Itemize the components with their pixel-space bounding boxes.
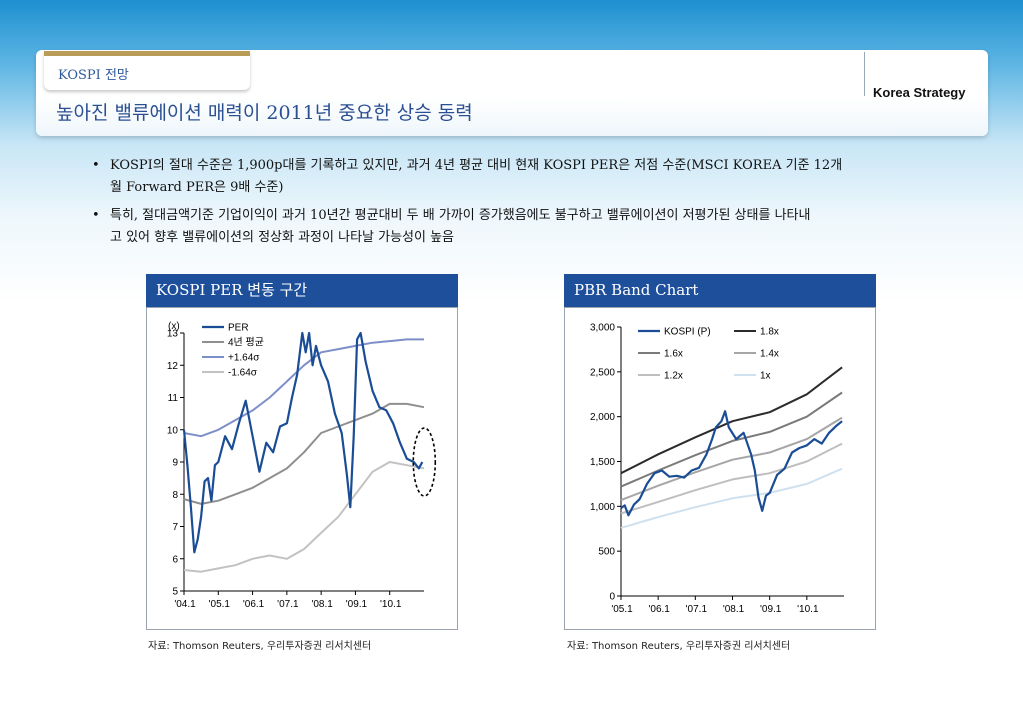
series-line-1-4x: [620, 416, 843, 502]
y-tick-label: 1,000: [590, 502, 615, 513]
legend-label: -1.64σ: [228, 368, 258, 379]
y-tick-label: 2,500: [590, 367, 615, 378]
series-line-1-64: [183, 461, 425, 573]
y-tick-label: 10: [167, 425, 179, 436]
y-tick-label: 7: [172, 522, 178, 533]
y-tick-label: 11: [168, 393, 179, 404]
y-tick-label: 2,000: [590, 412, 615, 423]
y-tick-label: 1,500: [590, 457, 615, 468]
x-tick-label: '06.1: [648, 604, 670, 615]
series-line-kospi-p: [620, 410, 843, 517]
y-tick-label: 0: [609, 592, 615, 603]
y-tick-label: 13: [167, 329, 179, 340]
series-line-1-8x: [620, 366, 843, 475]
x-tick-label: '06.1: [243, 599, 265, 610]
x-tick-label: '10.1: [797, 604, 819, 615]
x-tick-label: '09.1: [760, 604, 782, 615]
legend-label: 1.6x: [664, 349, 683, 360]
chart-frame: [564, 307, 876, 630]
per-chart: 5 6 7 8 9 10 11 12 13 '04.1 '05.1 '06.1 '07.1 '08.1 '0…: [146, 307, 458, 630]
x-tick-label: '09.1: [346, 599, 368, 610]
pbr-chart: 0 500 1,000 1,500 2,000 2,500 3,000 '05.1 '06.1 '…: [564, 307, 876, 630]
series-line-per: [182, 331, 424, 554]
pbr-chart-title: PBR Band Chart: [564, 274, 876, 307]
header-divider: [864, 52, 865, 96]
x-tick-label: '05.1: [611, 604, 633, 615]
legend-label: KOSPI (P): [664, 327, 711, 338]
x-tick-label: '05.1: [209, 599, 231, 610]
y-tick-label: 3,000: [590, 323, 615, 334]
page-title: 높아진 밸류에이션 매력이 2011년 중요한 상승 동력: [56, 102, 473, 124]
y-tick-label: 6: [172, 554, 178, 565]
x-tick-label: '07.1: [277, 599, 299, 610]
y-tick-label: 500: [598, 547, 615, 558]
highlight-ellipse: [412, 427, 437, 497]
chart-frame: [146, 307, 458, 630]
y-tick-label: 9: [172, 458, 178, 469]
bullet-marker: •: [92, 158, 100, 173]
bullet-line: 특히, 절대금액기준 기업이익이 과거 10년간 평균대비 두 배 가까이 증가…: [110, 208, 811, 223]
section-tab-label: KOSPI 전망: [58, 68, 129, 83]
legend-label: 1x: [760, 371, 771, 382]
bullet-line: 월 Forward PER은 9배 수준): [110, 180, 284, 195]
legend-label: 4년 평균: [228, 337, 264, 349]
pbr-chart-source: 자료: Thomson Reuters, 우리투자증권 리서치센터: [567, 641, 791, 652]
legend-label: +1.64σ: [228, 353, 260, 364]
series-line-1-6x: [620, 391, 843, 488]
series-line-1-2x: [620, 442, 843, 515]
y-axis-label: (x): [168, 321, 180, 332]
section-tab: [44, 51, 250, 90]
y-tick-label: 12: [167, 361, 179, 372]
brand-label: Korea Strategy: [873, 85, 966, 100]
y-tick-label: 8: [172, 490, 178, 501]
bullet-list: • KOSPI의 절대 수준은 1,900p대를 기록하고 있지만, 과거 4년…: [90, 155, 950, 255]
bullet-line: 고 있어 향후 밸류에이션의 정상화 과정이 나타날 가능성이 높음: [110, 230, 455, 245]
x-tick-label: '07.1: [686, 604, 708, 615]
x-tick-label: '08.1: [723, 604, 745, 615]
legend-label: 1.4x: [760, 349, 779, 360]
legend-label: PER: [228, 323, 249, 334]
per-chart-title: KOSPI PER 변동 구간: [146, 274, 458, 307]
x-tick-label: '10.1: [380, 599, 402, 610]
bullet-marker: •: [92, 208, 100, 223]
legend-label: 1.2x: [664, 371, 683, 382]
per-chart-source: 자료: Thomson Reuters, 우리투자증권 리서치센터: [148, 641, 372, 652]
series-line-4: [183, 402, 425, 505]
bullet-line: KOSPI의 절대 수준은 1,900p대를 기록하고 있지만, 과거 4년 평…: [110, 158, 843, 173]
series-line-1-64: [183, 338, 424, 438]
legend-label: 1.8x: [760, 327, 779, 338]
x-tick-label: '08.1: [311, 599, 333, 610]
series-line-1x: [620, 467, 843, 529]
bullet-item: • KOSPI의 절대 수준은 1,900p대를 기록하고 있지만, 과거 4년…: [90, 155, 950, 199]
bullet-item: • 특히, 절대금액기준 기업이익이 과거 10년간 평균대비 두 배 가까이 …: [90, 205, 950, 249]
x-tick-label: '04.1: [174, 599, 196, 610]
y-tick-label: 5: [172, 587, 178, 598]
